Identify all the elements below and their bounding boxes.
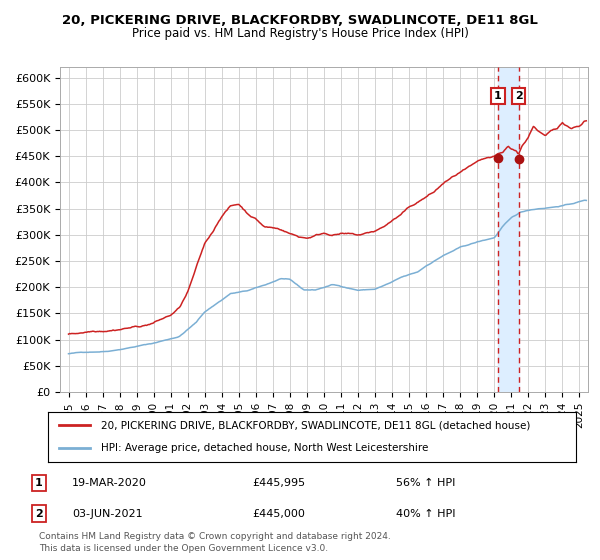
Bar <box>498 67 518 392</box>
Text: £445,000: £445,000 <box>252 509 305 519</box>
Text: 56% ↑ HPI: 56% ↑ HPI <box>396 478 455 488</box>
Text: 1: 1 <box>35 478 43 488</box>
Text: HPI: Average price, detached house, North West Leicestershire: HPI: Average price, detached house, Nort… <box>101 443 428 453</box>
Text: 40% ↑ HPI: 40% ↑ HPI <box>396 509 455 519</box>
Text: £445,995: £445,995 <box>252 478 305 488</box>
Text: 2: 2 <box>35 509 43 519</box>
Text: Price paid vs. HM Land Registry's House Price Index (HPI): Price paid vs. HM Land Registry's House … <box>131 27 469 40</box>
Text: 19-MAR-2020: 19-MAR-2020 <box>72 478 147 488</box>
Text: 20, PICKERING DRIVE, BLACKFORDBY, SWADLINCOTE, DE11 8GL: 20, PICKERING DRIVE, BLACKFORDBY, SWADLI… <box>62 14 538 27</box>
Text: 1: 1 <box>494 91 502 101</box>
Text: 2: 2 <box>515 91 523 101</box>
Text: 20, PICKERING DRIVE, BLACKFORDBY, SWADLINCOTE, DE11 8GL (detached house): 20, PICKERING DRIVE, BLACKFORDBY, SWADLI… <box>101 420 530 430</box>
Text: Contains HM Land Registry data © Crown copyright and database right 2024.: Contains HM Land Registry data © Crown c… <box>39 532 391 541</box>
Text: This data is licensed under the Open Government Licence v3.0.: This data is licensed under the Open Gov… <box>39 544 328 553</box>
Text: 03-JUN-2021: 03-JUN-2021 <box>72 509 143 519</box>
